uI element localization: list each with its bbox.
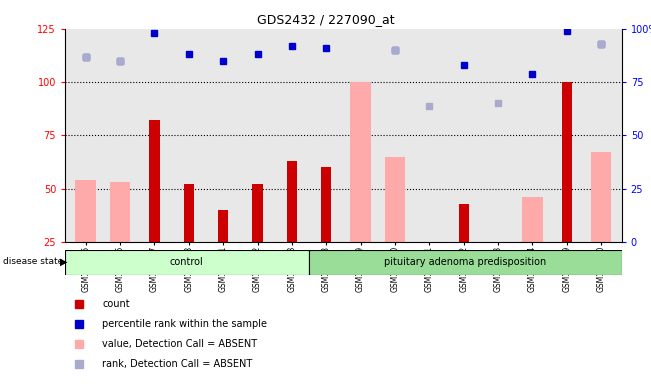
Bar: [309, 250, 622, 275]
Text: control: control: [170, 257, 204, 267]
Bar: [218, 210, 229, 242]
Text: disease state: disease state: [3, 257, 64, 266]
Text: value, Detection Call = ABSENT: value, Detection Call = ABSENT: [102, 339, 257, 349]
Text: ▶: ▶: [60, 257, 68, 267]
Bar: [253, 184, 262, 242]
Bar: [350, 82, 371, 242]
Bar: [458, 204, 469, 242]
Bar: [385, 157, 405, 242]
Bar: [76, 180, 96, 242]
Text: pituitary adenoma predisposition: pituitary adenoma predisposition: [384, 257, 546, 267]
Bar: [184, 184, 194, 242]
Text: GDS2432 / 227090_at: GDS2432 / 227090_at: [256, 13, 395, 26]
Bar: [562, 82, 572, 242]
Bar: [321, 167, 331, 242]
Text: rank, Detection Call = ABSENT: rank, Detection Call = ABSENT: [102, 359, 253, 369]
Bar: [65, 250, 309, 275]
Bar: [110, 182, 130, 242]
Bar: [522, 197, 543, 242]
Text: percentile rank within the sample: percentile rank within the sample: [102, 319, 268, 329]
Bar: [149, 121, 159, 242]
Bar: [286, 161, 297, 242]
Text: count: count: [102, 299, 130, 309]
Bar: [590, 152, 611, 242]
